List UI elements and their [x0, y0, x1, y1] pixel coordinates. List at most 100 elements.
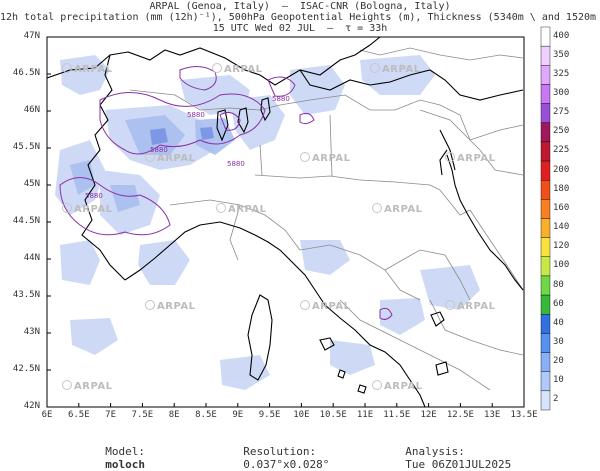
watermark: ARPAL [445, 152, 495, 164]
colorbar-label: 160 [553, 202, 570, 213]
colorbar-label: 40 [553, 317, 564, 328]
watermark: ARPAL [370, 63, 420, 75]
model-value: moloch [105, 458, 145, 471]
watermark: ARPAL [445, 300, 495, 312]
colorbar-swatch [540, 371, 551, 392]
watermark: ARPAL [372, 380, 422, 392]
map-title-line-2: 12h total precipitation (mm (12h)⁻¹), 50… [0, 12, 600, 23]
colorbar-swatch [540, 103, 551, 123]
latitude-label: 44N [23, 253, 40, 263]
coastline [124, 97, 524, 407]
colorbar-label: 2 [553, 394, 559, 405]
analysis-label: Analysis: [405, 445, 465, 458]
colorbar-label: 225 [553, 145, 570, 156]
precipitation-map [46, 26, 551, 411]
colorbar-label: 60 [553, 298, 564, 309]
latitude-label: 42.5N [12, 364, 40, 374]
latitude-label: 43N [23, 327, 40, 337]
colorbar-label: 10 [553, 375, 564, 386]
colorbar-label: 325 [553, 68, 570, 79]
colorbar-swatch [540, 122, 551, 143]
map-title-line-1: ARPAL (Genoa, Italy) — ISAC-CNR (Bologna… [149, 1, 451, 12]
watermark: ARPAL [212, 63, 262, 75]
colorbar-label: 350 [553, 49, 570, 60]
longitude-label: 13.5E [510, 410, 538, 420]
colorbar-label: 100 [553, 260, 570, 271]
colorbar-label: 300 [553, 88, 570, 99]
colorbar-swatch [540, 26, 551, 47]
longitude-label: 10.5E [319, 410, 347, 420]
contour-label: 5880 [150, 146, 168, 154]
country-borders [47, 37, 524, 281]
latitude-label: 42N [23, 401, 40, 411]
colorbar-swatch [540, 294, 551, 315]
colorbar-swatch [540, 275, 551, 296]
colorbar-swatch [540, 45, 551, 66]
watermark: ARPAL [145, 300, 195, 312]
colorbar-swatch [540, 160, 551, 181]
watermark: ARPAL [62, 63, 112, 75]
colorbar-label: 120 [553, 241, 570, 252]
contour-label: 5880 [85, 192, 103, 200]
colorbar-swatch [540, 237, 551, 257]
colorbar-swatch [540, 65, 551, 85]
longitude-label: 11.5E [383, 410, 411, 420]
longitude-label: 6E [41, 410, 53, 420]
colorbar-swatch [540, 84, 551, 104]
latitude-label: 47N [23, 31, 40, 41]
watermark: ARPAL [145, 152, 195, 164]
colorbar-swatch [540, 390, 551, 411]
colorbar-swatch [540, 256, 551, 277]
longitude-label: 7E [105, 410, 117, 420]
colorbar-swatch [540, 141, 551, 162]
watermark: ARPAL [372, 203, 422, 215]
latitude-label: 44.5N [12, 216, 40, 226]
colorbar-label: 275 [553, 107, 570, 118]
colorbar-label: 250 [553, 126, 570, 137]
precipitation-field-heavy [150, 127, 214, 145]
colorbar-label: 30 [553, 336, 564, 347]
geopotential-contours [59, 66, 393, 320]
colorbar-swatch [540, 314, 551, 334]
longitude-label: 8E [168, 410, 180, 420]
watermark: ARPAL [216, 203, 266, 215]
watermark: ARPAL [62, 203, 112, 215]
longitude-label: 11E [356, 410, 374, 420]
longitude-label: 9E [232, 410, 244, 420]
resolution-label: Resolution: [243, 445, 317, 458]
contour-label: 5880 [187, 111, 205, 119]
colorbar-label: 140 [553, 222, 570, 233]
resolution-value: 0.037°x0.028° [243, 458, 330, 471]
longitude-label: 6.5E [67, 410, 90, 420]
colorbar-label: 80 [553, 279, 564, 290]
contour-label: 5880 [227, 160, 245, 168]
longitude-label: 12E [420, 410, 437, 420]
footer-resolution: Resolution: 0.037°x0.028° [230, 432, 329, 471]
colorbar-label: 400 [553, 30, 570, 41]
longitude-label: 7.5E [131, 410, 154, 420]
colorbar-swatch [540, 218, 551, 238]
latitude-label: 45N [23, 179, 40, 189]
analysis-value: Tue 06Z01JUL2025 [405, 458, 512, 471]
longitude-label: 10E [293, 410, 310, 420]
watermark: ARPAL [300, 152, 350, 164]
colorbar-swatch [540, 333, 551, 353]
watermark: ARPAL [62, 380, 112, 392]
footer-analysis: Analysis: Tue 06Z01JUL2025 [392, 432, 511, 471]
longitude-label: 13E [484, 410, 501, 420]
colorbar-swatch [540, 179, 551, 200]
watermark: ARPAL [300, 300, 350, 312]
longitude-label: 9.5E [258, 410, 281, 420]
colorbar-label: 200 [553, 164, 570, 175]
contour-label: 5880 [272, 95, 290, 103]
latitude-label: 46.5N [12, 68, 40, 78]
latitude-label: 43.5N [12, 290, 40, 300]
longitude-label: 12.5E [446, 410, 474, 420]
regional-borders [129, 47, 524, 391]
colorbar-label: 20 [553, 356, 564, 367]
colorbar-swatch [540, 199, 551, 219]
colorbar-label: 180 [553, 183, 570, 194]
longitude-label: 8.5E [195, 410, 217, 420]
colorbar [540, 26, 551, 411]
model-label: Model: [105, 445, 145, 458]
